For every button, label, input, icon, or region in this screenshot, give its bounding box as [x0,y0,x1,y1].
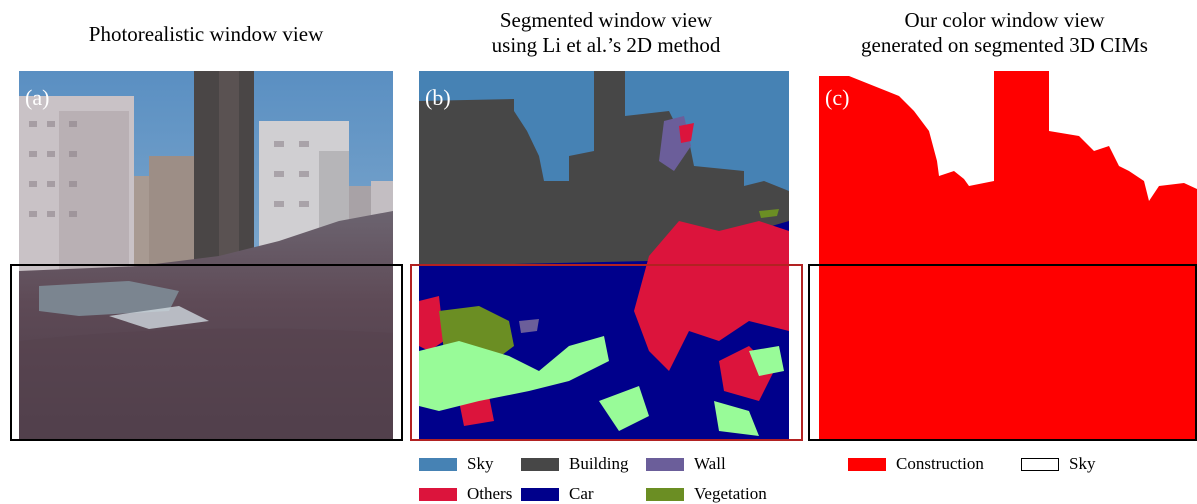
panel-c-construction-image: (c) [819,71,1197,441]
legend-b-swatch-building [521,457,559,471]
legend-b-label-car: Car [569,484,594,503]
legend-b-item-building: Building [521,454,629,474]
title-panel-c: Our color window view generated on segme… [812,8,1197,58]
legend-b-swatch-sky [419,457,457,471]
panel-c-illustration [819,71,1197,441]
legend-c-swatch-sky [1021,457,1059,471]
panel-b-highlight-frame [410,264,803,441]
title-panel-a-text: Photorealistic window view [88,22,324,46]
legend-b-item-wall: Wall [646,454,726,474]
legend-b-label-building: Building [569,454,629,473]
legend-b-item-sky: Sky [419,454,493,474]
title-panel-b-line2: using Li et al.’s 2D method [491,33,721,57]
title-panel-c-line1: Our color window view [904,8,1105,32]
title-panel-c-line2: generated on segmented 3D CIMs [861,33,1148,57]
title-panel-a: Photorealistic window view [10,22,402,47]
legend-b-label-vegetation: Vegetation [694,484,767,503]
legend-b-label-wall: Wall [694,454,726,473]
legend-c-item-sky: Sky [1021,454,1095,474]
legend-b-swatch-others [419,487,457,501]
title-panel-b-line1: Segmented window view [499,8,713,32]
panel-a-photorealistic-image: (a) [19,71,393,441]
legend-b-swatch-vegetation [646,487,684,501]
legend-c-item-construction: Construction [848,454,984,474]
legend-c-swatch-construction [848,457,886,471]
panel-a-label: (a) [25,85,50,110]
panel-c-label: (c) [825,85,850,110]
legend-b-item-vegetation: Vegetation [646,484,767,504]
legend-c-label-construction: Construction [896,454,984,473]
legend-b-swatch-car [521,487,559,501]
legend-b-item-others: Others [419,484,512,504]
panel-b-segmented-image: (b) [419,71,789,441]
legend-b-item-car: Car [521,484,594,504]
legend-b-label-sky: Sky [467,454,494,473]
panel-b-illustration [419,71,789,441]
panel-a-highlight-frame [10,264,403,441]
legend-c-label-sky: Sky [1069,454,1096,473]
panel-c-highlight-frame [808,264,1197,441]
title-panel-b: Segmented window view using Li et al.’s … [408,8,804,58]
legend-b-swatch-wall [646,457,684,471]
panel-b-label: (b) [425,85,451,110]
legend-b-label-others: Others [467,484,513,503]
panel-a-illustration [19,71,393,441]
